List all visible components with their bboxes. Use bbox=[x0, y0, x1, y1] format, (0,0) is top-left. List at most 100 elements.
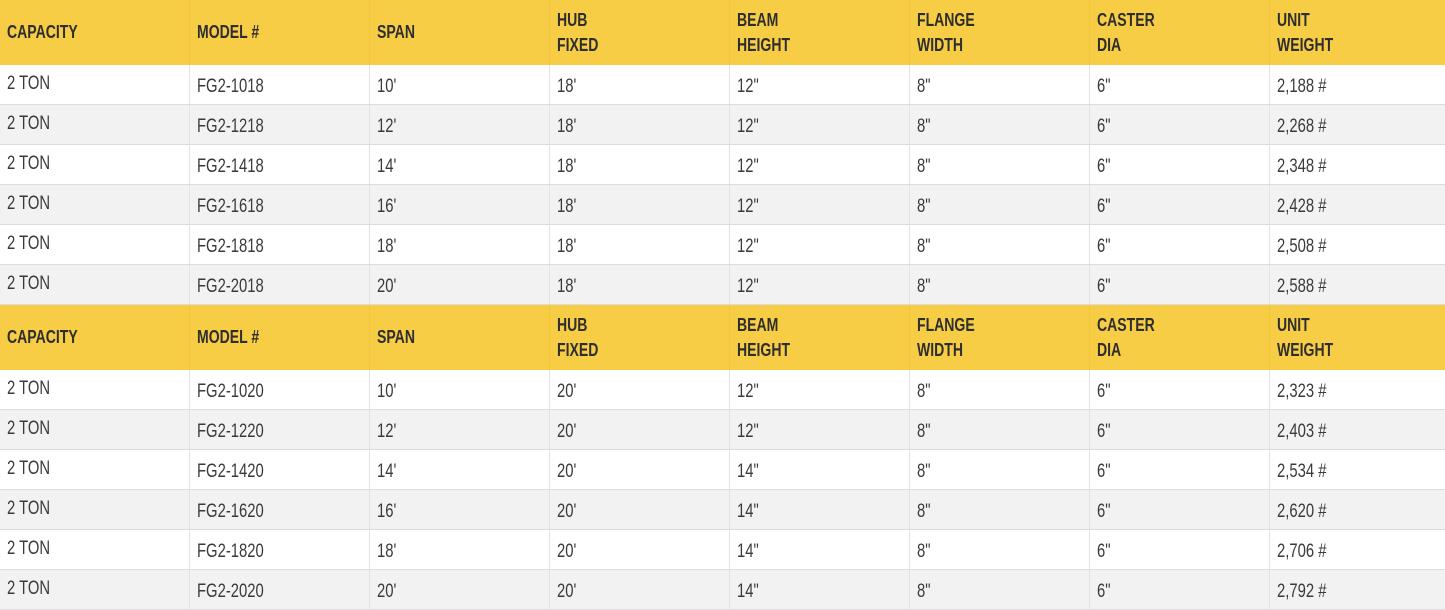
cell-flange-width: 8" bbox=[909, 224, 1090, 265]
cell-beam-height: 12" bbox=[729, 409, 910, 450]
cell-capacity: 2 TON bbox=[0, 264, 190, 305]
table-row: 2 TON FG2-1818 18' 18' 12" 8" 6" 2,508 # bbox=[0, 224, 1445, 265]
cell-beam-height: 12" bbox=[729, 224, 910, 265]
cell-value: 12" bbox=[736, 195, 759, 217]
cell-value: 6" bbox=[1096, 275, 1111, 297]
cell-caster-dia: 6" bbox=[1089, 65, 1270, 105]
cell-value: 20' bbox=[556, 500, 576, 522]
cell-value: FG2-1418 bbox=[196, 155, 264, 177]
cell-model: FG2-1820 bbox=[189, 529, 370, 570]
header-label: SPAN bbox=[376, 22, 415, 42]
cell-value: 2 TON bbox=[7, 457, 51, 479]
cell-value: 2 TON bbox=[7, 192, 51, 214]
cell-value: 2 TON bbox=[7, 537, 51, 559]
cell-flange-width: 8" bbox=[909, 144, 1090, 185]
cell-value: 2 TON bbox=[7, 232, 51, 254]
cell-value: 12' bbox=[376, 115, 396, 137]
cell-value: 8" bbox=[916, 155, 931, 177]
cell-flange-width: 8" bbox=[909, 104, 1090, 145]
cell-flange-width: 8" bbox=[909, 529, 1090, 570]
header-label: SPAN bbox=[376, 327, 415, 347]
cell-hub-fixed: 18' bbox=[549, 104, 730, 145]
cell-unit-weight: 2,428 # bbox=[1269, 184, 1445, 225]
cell-value: 14" bbox=[736, 540, 759, 562]
cell-value: 2 TON bbox=[7, 497, 51, 519]
cell-beam-height: 12" bbox=[729, 184, 910, 225]
cell-caster-dia: 6" bbox=[1089, 449, 1270, 490]
cell-value: 6" bbox=[1096, 75, 1111, 97]
cell-beam-height: 12" bbox=[729, 104, 910, 145]
cell-unit-weight: 2,348 # bbox=[1269, 144, 1445, 185]
cell-value: 16' bbox=[376, 195, 396, 217]
cell-value: 18' bbox=[376, 540, 396, 562]
cell-value: 2,706 # bbox=[1276, 540, 1326, 562]
cell-caster-dia: 6" bbox=[1089, 409, 1270, 450]
table-row: 2 TON FG2-2018 20' 18' 12" 8" 6" 2,588 # bbox=[0, 264, 1445, 305]
table-row: 2 TON FG2-1620 16' 20' 14" 8" 6" 2,620 # bbox=[0, 489, 1445, 530]
cell-hub-fixed: 18' bbox=[549, 264, 730, 305]
cell-value: 20' bbox=[376, 580, 396, 602]
cell-value: 6" bbox=[1096, 195, 1111, 217]
cell-value: 8" bbox=[916, 275, 931, 297]
cell-value: 6" bbox=[1096, 235, 1111, 257]
cell-value: FG2-1618 bbox=[196, 195, 264, 217]
header-label: WIDTH bbox=[916, 339, 963, 360]
cell-capacity: 2 TON bbox=[0, 104, 190, 145]
cell-value: 12" bbox=[736, 75, 759, 97]
cell-value: FG2-2018 bbox=[196, 275, 264, 297]
cell-value: 12" bbox=[736, 420, 759, 442]
cell-value: 10' bbox=[376, 380, 396, 402]
column-header-unit-weight: UNIT WEIGHT bbox=[1269, 0, 1445, 65]
header-label: FIXED bbox=[556, 34, 598, 55]
cell-model: FG2-1618 bbox=[189, 184, 370, 225]
header-label: HEIGHT bbox=[736, 34, 790, 55]
cell-value: 6" bbox=[1096, 580, 1111, 602]
header-label: HEIGHT bbox=[736, 339, 790, 360]
cell-value: 18' bbox=[556, 75, 576, 97]
cell-value: 8" bbox=[916, 580, 931, 602]
cell-caster-dia: 6" bbox=[1089, 144, 1270, 185]
cell-value: 8" bbox=[916, 195, 931, 217]
cell-hub-fixed: 18' bbox=[549, 184, 730, 225]
table-row: 2 TON FG2-1018 10' 18' 12" 8" 6" 2,188 # bbox=[0, 65, 1445, 105]
cell-flange-width: 8" bbox=[909, 489, 1090, 530]
cell-value: 12' bbox=[376, 420, 396, 442]
table-row: 2 TON FG2-1220 12' 20' 12" 8" 6" 2,403 # bbox=[0, 409, 1445, 450]
cell-beam-height: 14" bbox=[729, 529, 910, 570]
cell-value: 2,323 # bbox=[1276, 380, 1326, 402]
cell-value: FG2-1820 bbox=[196, 540, 264, 562]
cell-flange-width: 8" bbox=[909, 569, 1090, 610]
cell-value: 18' bbox=[376, 235, 396, 257]
cell-value: 2,620 # bbox=[1276, 500, 1326, 522]
column-header-span: SPAN bbox=[369, 304, 550, 370]
cell-flange-width: 8" bbox=[909, 449, 1090, 490]
cell-value: 6" bbox=[1096, 380, 1111, 402]
cell-span: 18' bbox=[369, 224, 550, 265]
cell-value: 2 TON bbox=[7, 377, 51, 399]
cell-model: FG2-1220 bbox=[189, 409, 370, 450]
column-header-beam-height: BEAM HEIGHT bbox=[729, 0, 910, 65]
column-header-span: SPAN bbox=[369, 0, 550, 65]
cell-value: FG2-1420 bbox=[196, 460, 264, 482]
table-row: 2 TON FG2-2020 20' 20' 14" 8" 6" 2,792 # bbox=[0, 569, 1445, 610]
cell-value: 18' bbox=[556, 275, 576, 297]
cell-value: 20' bbox=[376, 275, 396, 297]
header-label: HUB bbox=[556, 9, 587, 30]
header-label: UNIT bbox=[1276, 9, 1310, 30]
cell-caster-dia: 6" bbox=[1089, 224, 1270, 265]
header-label: CASTER bbox=[1096, 314, 1155, 335]
cell-value: 8" bbox=[916, 380, 931, 402]
cell-unit-weight: 2,323 # bbox=[1269, 370, 1445, 410]
column-header-capacity: CAPACITY bbox=[0, 0, 190, 65]
cell-value: 6" bbox=[1096, 500, 1111, 522]
cell-beam-height: 12" bbox=[729, 264, 910, 305]
cell-value: 2 TON bbox=[7, 72, 51, 94]
cell-value: 14" bbox=[736, 580, 759, 602]
cell-model: FG2-1420 bbox=[189, 449, 370, 490]
cell-hub-fixed: 18' bbox=[549, 65, 730, 105]
column-header-caster-dia: CASTER DIA bbox=[1089, 0, 1270, 65]
cell-flange-width: 8" bbox=[909, 370, 1090, 410]
table-row: 2 TON FG2-1218 12' 18' 12" 8" 6" 2,268 # bbox=[0, 104, 1445, 145]
cell-model: FG2-2020 bbox=[189, 569, 370, 610]
